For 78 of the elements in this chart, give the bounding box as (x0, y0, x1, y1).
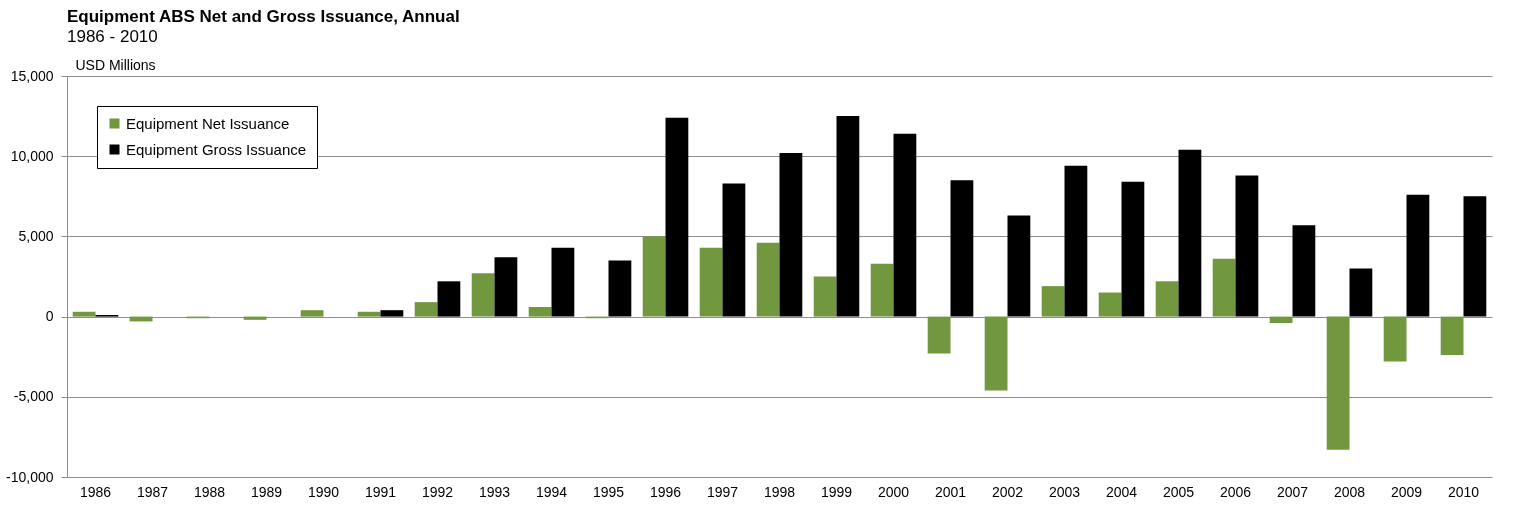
bar (1269, 316, 1293, 324)
x-tick-label: 2000 (877, 483, 910, 500)
x-tick-label: 1999 (820, 483, 853, 500)
bar (1121, 181, 1145, 317)
x-tick-label: 2008 (1333, 483, 1366, 500)
x-tick-label: 1994 (535, 483, 568, 500)
bar (836, 116, 860, 317)
x-tick-label: 1995 (592, 483, 625, 500)
bar (1155, 281, 1179, 317)
bar (1041, 286, 1065, 317)
legend-label: Equipment Net Issuance (126, 114, 290, 132)
bar (1440, 316, 1464, 356)
x-tick-label: 1989 (250, 483, 283, 500)
y-tick-label: 15,000 (10, 67, 54, 84)
bar (437, 281, 461, 317)
x-tick-label: 1990 (307, 483, 340, 500)
bar (642, 236, 666, 317)
x-tick-label: 2002 (991, 483, 1024, 500)
x-tick-label: 2009 (1390, 483, 1423, 500)
bar (756, 242, 780, 317)
bar (813, 276, 837, 317)
bar (471, 273, 495, 317)
bar (243, 316, 267, 320)
bar (1064, 165, 1088, 317)
bar (1349, 268, 1373, 317)
x-tick-label: 2003 (1048, 483, 1081, 500)
bar (1463, 196, 1487, 317)
bar (380, 310, 404, 317)
x-tick-label: 1998 (763, 483, 796, 500)
bar (528, 306, 552, 317)
bar (1212, 258, 1236, 317)
bar (1292, 225, 1316, 317)
x-tick-label: 1997 (706, 483, 739, 500)
bar (1178, 149, 1202, 317)
bar (608, 260, 632, 317)
bar (870, 263, 894, 317)
bar (893, 133, 917, 317)
bar (414, 302, 438, 317)
x-tick-label: 1987 (136, 483, 169, 500)
y-tick-label: 10,000 (10, 147, 54, 164)
x-tick-label: 1992 (421, 483, 454, 500)
bar (1007, 215, 1031, 317)
x-tick-label: 2007 (1276, 483, 1309, 500)
bar (950, 180, 974, 317)
bar (494, 257, 518, 317)
y-tick-label: -5,000 (13, 388, 54, 405)
y-axis-title: USD Millions (75, 56, 156, 73)
bar (927, 316, 951, 354)
y-tick-label: 5,000 (18, 227, 54, 244)
bar (72, 311, 96, 317)
bar (699, 247, 723, 317)
bar (1326, 316, 1350, 450)
chart-subtitle: 1986 - 2010 (67, 27, 158, 46)
x-tick-label: 2001 (934, 483, 967, 500)
bar (357, 311, 381, 317)
x-tick-label: 1986 (79, 483, 112, 500)
bar (551, 247, 575, 317)
legend-label: Equipment Gross Issuance (126, 140, 307, 158)
x-tick-label: 1988 (193, 483, 226, 500)
bar (1235, 175, 1259, 317)
y-tick-label: -10,000 (6, 468, 54, 485)
bar (1098, 292, 1122, 317)
x-tick-label: 2010 (1447, 483, 1480, 500)
bar (984, 316, 1008, 391)
bar (1406, 194, 1430, 317)
x-tick-label: 2004 (1105, 483, 1138, 500)
x-tick-label: 1991 (364, 483, 397, 500)
x-tick-label: 1993 (478, 483, 511, 500)
bar (779, 152, 803, 317)
y-tick-label: 0 (45, 308, 54, 325)
x-tick-label: 2006 (1219, 483, 1252, 500)
bar (1383, 316, 1407, 362)
x-tick-label: 1996 (649, 483, 682, 500)
bar (722, 183, 746, 317)
x-tick-label: 2005 (1162, 483, 1195, 500)
bar (665, 117, 689, 317)
chart-title: Equipment ABS Net and Gross Issuance, Annual (67, 7, 460, 26)
bar (300, 310, 324, 317)
